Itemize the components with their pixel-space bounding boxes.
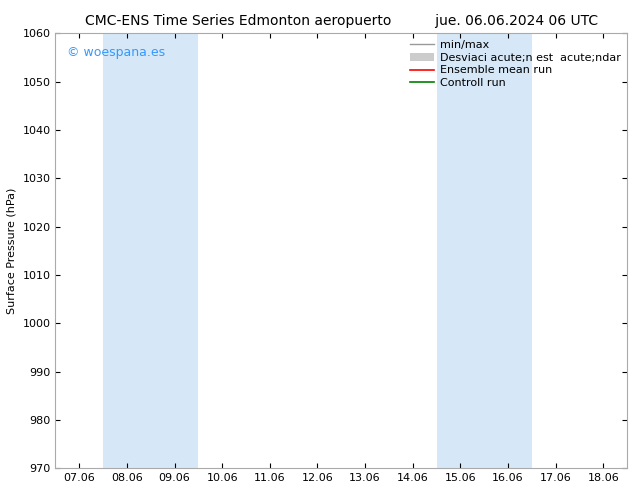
Bar bbox=[103, 33, 198, 468]
Y-axis label: Surface Pressure (hPa): Surface Pressure (hPa) bbox=[7, 188, 17, 314]
Legend: min/max, Desviaci acute;n est  acute;ndar, Ensemble mean run, Controll run: min/max, Desviaci acute;n est acute;ndar… bbox=[406, 37, 624, 92]
Bar bbox=[437, 33, 532, 468]
Title: CMC-ENS Time Series Edmonton aeropuerto          jue. 06.06.2024 06 UTC: CMC-ENS Time Series Edmonton aeropuerto … bbox=[85, 14, 598, 28]
Text: © woespana.es: © woespana.es bbox=[67, 46, 165, 59]
